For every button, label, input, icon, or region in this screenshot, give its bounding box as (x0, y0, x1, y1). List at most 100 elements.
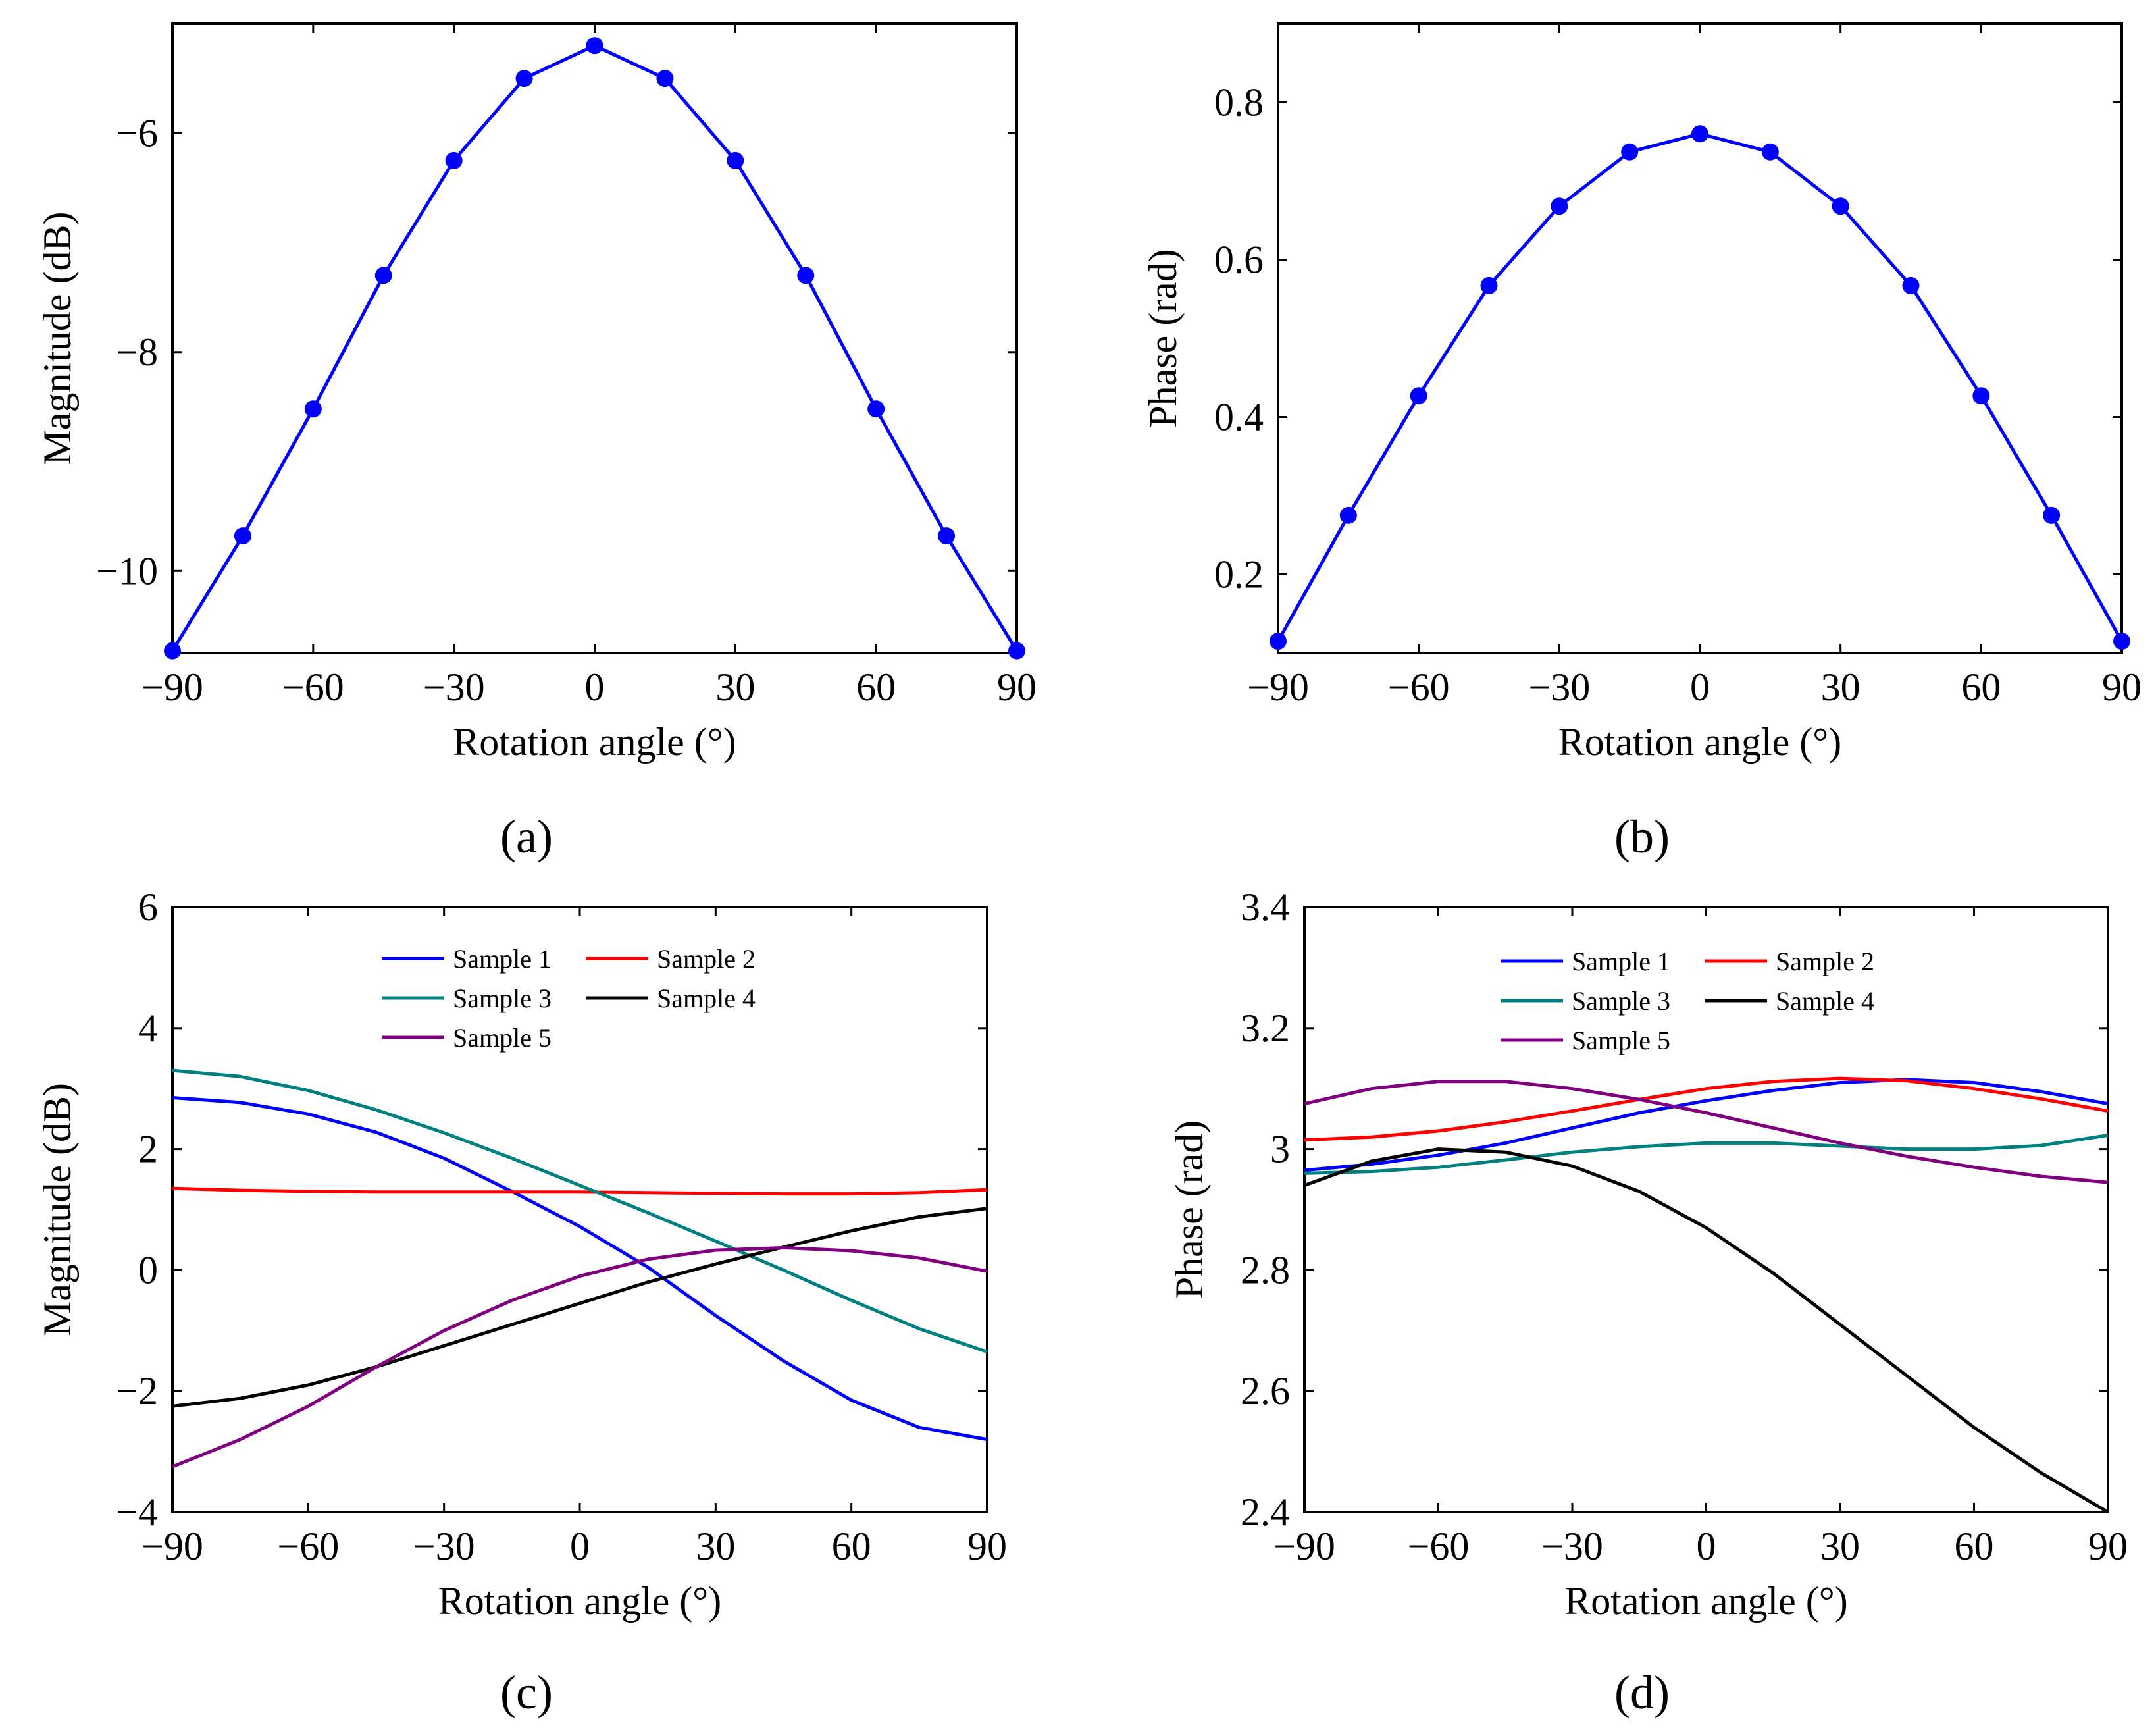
y-tick-label: 2.4 (1241, 1490, 1290, 1534)
panel-label-c: (c) (500, 1666, 553, 1719)
y-tick-label: −8 (116, 330, 158, 374)
series-line (172, 1068, 988, 1353)
data-point (1410, 387, 1427, 405)
data-point (1551, 197, 1568, 215)
x-tick-label: −90 (1247, 666, 1309, 709)
x-tick-label: 0 (1697, 1525, 1716, 1568)
y-tick-label: 0.6 (1214, 238, 1264, 282)
legend-label: Sample 5 (1572, 1026, 1670, 1055)
legend-label: Sample 2 (1776, 947, 1874, 976)
series-line (170, 43, 1019, 652)
series-line (1304, 1080, 2109, 1184)
x-tick-label: 90 (997, 666, 1037, 709)
x-tick-label: 0 (1690, 666, 1710, 709)
x-tick-label: −90 (1273, 1525, 1335, 1568)
series-line (172, 1207, 988, 1408)
data-point (586, 37, 603, 55)
x-tick-label: −60 (282, 666, 344, 709)
x-axis-title: Rotation angle (°) (453, 720, 736, 764)
data-point (515, 70, 533, 88)
panel-label-b: (b) (1614, 810, 1670, 863)
x-tick-label: 30 (1821, 666, 1861, 709)
x-tick-label: 90 (2088, 1525, 2128, 1568)
panel-b: −90 −60 −30 0 30 60 90 0.2 0.4 0.6 0.8 Rotation ang… (1141, 22, 2142, 764)
data-point (1832, 197, 1849, 215)
y-tick-label: −10 (96, 549, 158, 592)
data-point (797, 267, 815, 284)
legend-label: Sample 1 (1572, 947, 1670, 976)
y-axis-title: Phase (rad) (1141, 249, 1185, 428)
y-tick-label: −6 (116, 111, 158, 155)
x-tick-label: 30 (1820, 1525, 1860, 1568)
series-line (1304, 1147, 2109, 1514)
y-tick-label: −2 (116, 1369, 158, 1413)
x-tick-label: 0 (570, 1525, 590, 1568)
legend-label: Sample 4 (1776, 986, 1874, 1016)
x-tick-label: 30 (715, 666, 755, 709)
y-tick-label: 3.4 (1241, 885, 1290, 929)
series-line (172, 1245, 988, 1469)
x-tick-label: −60 (277, 1525, 339, 1568)
data-point (1972, 387, 1990, 405)
y-tick-label: 3 (1270, 1128, 1290, 1171)
series-line (1304, 1134, 2109, 1175)
data-point (445, 151, 463, 169)
x-tick-label: −30 (1541, 1525, 1603, 1568)
plot-frame (171, 906, 988, 1513)
data-point (1691, 125, 1708, 143)
panel-c: −90 −60 −30 0 30 60 90 −4 −2 0 2 4 6 Rotation angle (… (36, 885, 1007, 1623)
y-tick-label: 0.2 (1214, 553, 1264, 596)
y-tick-label: 3.2 (1241, 1007, 1290, 1050)
x-tick-label: 30 (696, 1525, 735, 1568)
x-axis-title: Rotation angle (°) (1558, 720, 1842, 764)
plot-frame (171, 22, 1018, 654)
y-tick-label: 0.8 (1214, 81, 1264, 124)
x-tick-label: −30 (413, 1525, 475, 1568)
legend-label: Sample 3 (1572, 986, 1670, 1016)
x-tick-label: −60 (1408, 1525, 1470, 1568)
data-point (867, 400, 885, 418)
panel-a: −90 −60 −30 0 30 60 90 −10 −8 −6 Rotation angle (°… (36, 22, 1037, 764)
legend: Sample 1 Sample 2 Sample 3 Sample 4 Sample 5 (382, 944, 756, 1053)
data-point (304, 400, 322, 418)
series-line (1276, 132, 2124, 642)
legend-label: Sample 1 (453, 944, 552, 974)
data-point (938, 527, 956, 545)
x-tick-label: −60 (1388, 666, 1450, 709)
data-point (1270, 633, 1287, 650)
plot-frame (1303, 906, 2109, 1513)
panel-label-d: (d) (1614, 1666, 1670, 1719)
data-point (1480, 276, 1498, 294)
x-axis-title: Rotation angle (°) (1564, 1579, 1848, 1623)
data-point (2113, 633, 2130, 650)
x-tick-label: 60 (1955, 1525, 1994, 1568)
data-point (1008, 642, 1025, 660)
data-point (1339, 506, 1357, 524)
x-tick-label: −90 (141, 666, 203, 709)
y-axis-title: Phase (rad) (1168, 1120, 1211, 1299)
data-point (727, 151, 744, 169)
x-tick-label: −30 (423, 666, 485, 709)
data-point (1902, 276, 1920, 294)
x-tick-label: 60 (856, 666, 896, 709)
y-tick-label: 0 (138, 1248, 158, 1292)
panel-label-a: (a) (500, 810, 553, 863)
data-point (164, 642, 181, 660)
y-tick-label: 0.4 (1214, 396, 1264, 439)
y-tick-label: 2 (138, 1128, 158, 1171)
plot-frame (1277, 22, 2123, 654)
panel-d: −90 −60 −30 0 30 60 90 2.4 2.6 2.8 3 3.2 3.4 Rotation… (1168, 885, 2128, 1623)
series-line (172, 1186, 988, 1196)
x-tick-label: 60 (832, 1525, 871, 1568)
data-point (234, 527, 251, 545)
y-tick-label: 2.8 (1241, 1248, 1290, 1292)
y-tick-label: 6 (138, 885, 158, 929)
x-tick-label: 60 (1961, 666, 2001, 709)
legend-label: Sample 5 (453, 1023, 552, 1053)
legend-label: Sample 4 (657, 983, 756, 1013)
y-axis-title: Magnitude (dB) (36, 1083, 79, 1336)
legend-label: Sample 2 (657, 944, 756, 974)
data-point (374, 267, 392, 284)
x-tick-label: −30 (1528, 666, 1590, 709)
